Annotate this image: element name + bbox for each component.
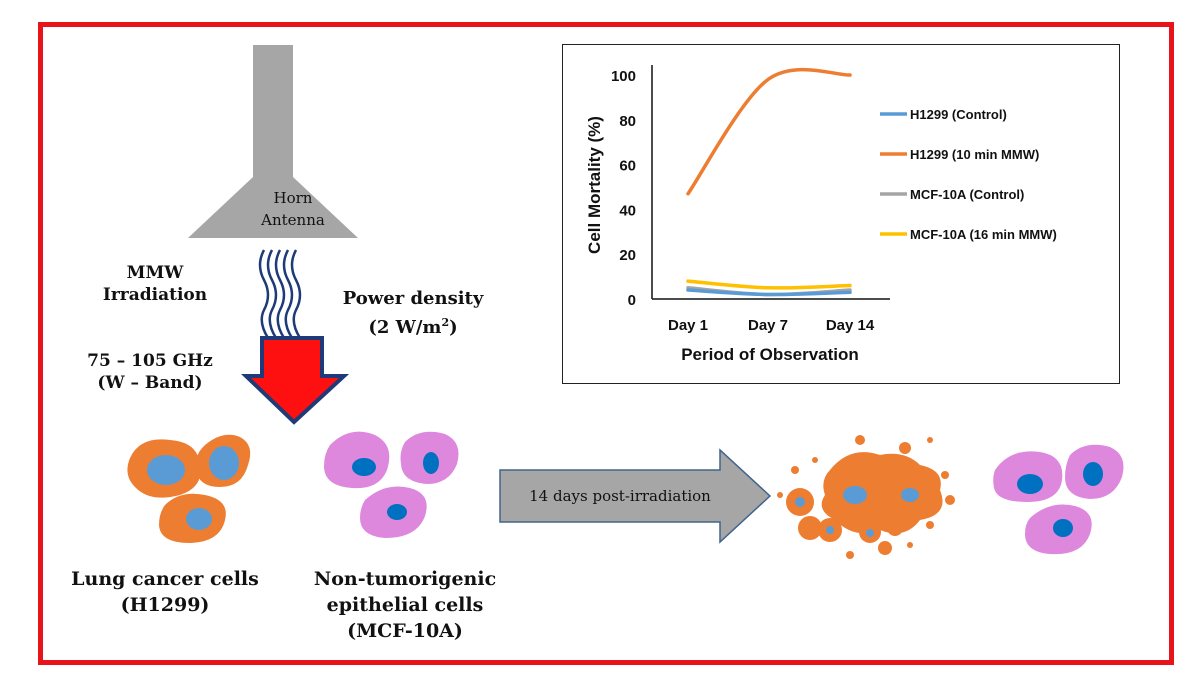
y-tick-label: 100 [611, 68, 636, 85]
y-axis-title: Cell Mortality (%) [585, 116, 604, 254]
epithelial-label-line1: Non-tumorigenic [313, 568, 497, 590]
frequency-label-line1: 75 – 105 GHz [87, 351, 213, 371]
lung-cancer-label-line2: (H1299) [120, 594, 210, 616]
mmw-wave-icon [258, 249, 302, 339]
mmw-label-line2: Irradiation [102, 285, 208, 305]
lung-cancer-label-line1: Lung cancer cells [71, 568, 259, 590]
antenna-label: Horn Antenna [248, 187, 338, 231]
x-tick-label: Day 14 [826, 317, 875, 334]
mmw-label: MMW Irradiation [95, 262, 215, 306]
figure-frame [38, 22, 1174, 665]
frequency-label-line2: (W – Band) [97, 373, 203, 393]
power-density-value: (2 W/m [368, 317, 442, 338]
series-line [686, 279, 852, 290]
epithelial-label-line2: epithelial cells [326, 594, 484, 616]
x-tick-label: Day 7 [748, 317, 788, 334]
series-line [686, 67, 852, 196]
power-density-line2: (2 W/m2) [318, 311, 508, 340]
mmw-label-line1: MMW [126, 263, 184, 283]
y-tick-label: 0 [628, 292, 636, 309]
legend-label: H1299 (Control) [910, 107, 1007, 122]
power-density-line1: Power density [342, 288, 484, 309]
power-density-close: ) [449, 317, 458, 338]
y-tick-label: 80 [619, 113, 636, 130]
legend-label: MCF-10A (Control) [910, 187, 1024, 202]
post-irradiation-label: 14 days post-irradiation [529, 487, 711, 505]
power-density-superscript: 2 [441, 316, 450, 329]
epithelial-label: Non-tumorigenic epithelial cells (MCF-10… [285, 566, 525, 644]
power-density-label: Power density (2 W/m2) [318, 287, 508, 340]
antenna-label-line2: Antenna [261, 211, 325, 229]
horn-antenna-icon [188, 45, 358, 339]
irradiation-arrow-icon [241, 336, 350, 425]
legend-label: H1299 (10 min MMW) [910, 147, 1039, 162]
lung-cancer-label: Lung cancer cells (H1299) [60, 566, 270, 618]
y-tick-label: 40 [619, 202, 636, 219]
epithelial-label-line3: (MCF-10A) [347, 620, 463, 642]
y-tick-label: 60 [619, 158, 636, 175]
antenna-label-line1: Horn [273, 189, 313, 207]
legend-label: MCF-10A (16 min MMW) [910, 227, 1057, 242]
frequency-label: 75 – 105 GHz (W – Band) [60, 350, 240, 394]
x-axis-title: Period of Observation [681, 345, 859, 364]
y-tick-label: 20 [619, 247, 636, 264]
x-tick-label: Day 1 [668, 317, 708, 334]
chart-box [562, 44, 1120, 384]
post-irradiation-arrow-icon [499, 448, 772, 544]
